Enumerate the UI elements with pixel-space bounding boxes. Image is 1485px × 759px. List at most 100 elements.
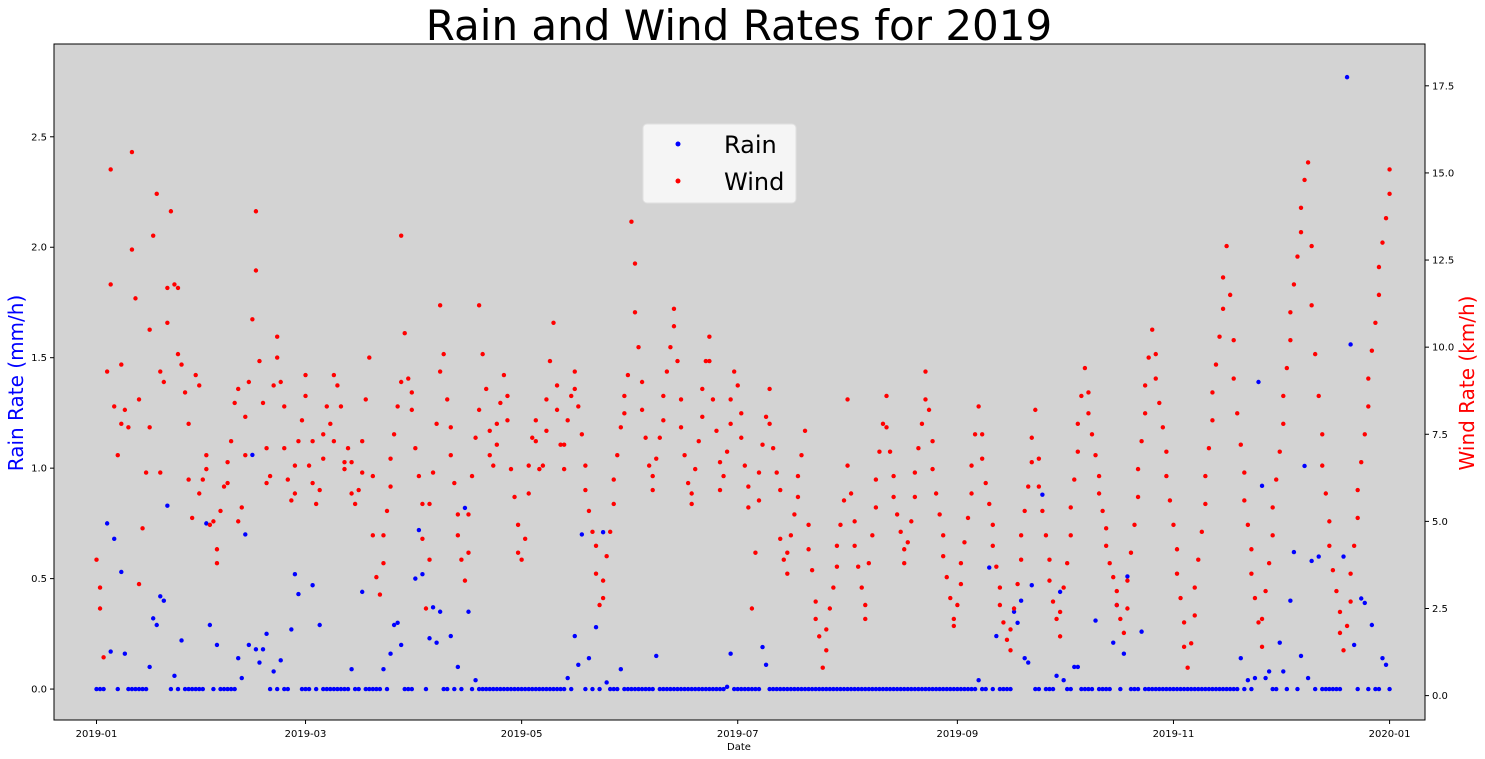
rain-point (554, 686, 560, 692)
rain-point (1373, 686, 1378, 692)
rain-point (342, 686, 347, 692)
rain-point (685, 686, 691, 692)
rain-point (310, 583, 315, 588)
wind-point (487, 452, 492, 458)
y-right-tick-label: 5.0 (1432, 517, 1448, 528)
rain-point (97, 686, 103, 692)
wind-point (108, 282, 113, 287)
wind-point (1008, 627, 1013, 632)
rain-point (969, 686, 974, 692)
rain-point (253, 647, 259, 652)
rain-point (1157, 686, 1162, 692)
wind-point (760, 442, 765, 447)
wind-point (841, 498, 847, 503)
wind-point (1103, 526, 1109, 531)
rain-point (264, 631, 269, 637)
wind-point (572, 369, 577, 374)
wind-point (112, 404, 117, 409)
rain-point (1061, 678, 1066, 683)
wind-point (792, 512, 797, 517)
rain-point (700, 686, 705, 692)
wind-point (1192, 585, 1197, 590)
wind-point (788, 533, 794, 538)
wind-point (1100, 508, 1105, 514)
wind-point (526, 463, 531, 468)
wind-point (1355, 515, 1360, 521)
wind-point (250, 317, 255, 322)
rain-point (452, 686, 457, 692)
wind-point (820, 665, 825, 670)
wind-point (728, 397, 733, 402)
wind-point (1096, 473, 1102, 479)
wind-point (1171, 522, 1176, 528)
wind-point (1373, 320, 1378, 325)
rain-point (271, 669, 276, 674)
wind-point (586, 508, 592, 514)
rain-point (526, 686, 531, 692)
wind-point (1249, 547, 1254, 552)
rain-point (696, 686, 701, 692)
wind-point (232, 400, 237, 406)
rain-point (1355, 686, 1360, 692)
wind-point (398, 233, 404, 238)
wind-point (912, 494, 918, 500)
wind-point (1213, 362, 1219, 367)
wind-point (303, 393, 308, 399)
rain-point (197, 686, 202, 692)
wind-point (342, 466, 347, 472)
wind-point (236, 519, 241, 524)
wind-point (398, 379, 404, 385)
rain-point (260, 647, 266, 652)
wind-point (1284, 365, 1290, 371)
rain-point (607, 686, 613, 692)
wind-point (129, 247, 135, 252)
rain-point (1011, 609, 1017, 614)
rain-point (469, 686, 475, 692)
wind-point (360, 470, 365, 475)
rain-point (158, 594, 163, 599)
wind-point (739, 411, 744, 416)
rain-point (540, 686, 546, 692)
rain-point (820, 686, 825, 692)
wind-point (466, 550, 471, 555)
rain-point (994, 633, 999, 639)
wind-point (778, 487, 783, 493)
wind-point (1327, 543, 1332, 548)
wind-point (544, 397, 549, 402)
rain-point (498, 686, 503, 692)
wind-point (1245, 522, 1251, 528)
wind-point (119, 362, 124, 367)
wind-point (756, 470, 762, 475)
rain-point (916, 686, 921, 692)
wind-point (1259, 644, 1265, 650)
rain-series (94, 74, 1392, 692)
wind-point (1305, 160, 1311, 165)
y-right-tick-label: 17.5 (1432, 81, 1454, 92)
wind-point (1242, 470, 1247, 475)
rain-point (1096, 686, 1102, 692)
rain-point (693, 686, 698, 692)
wind-point (1135, 494, 1141, 500)
rain-point (873, 686, 879, 692)
rain-point (785, 686, 790, 692)
wind-point (916, 446, 921, 451)
rain-point (721, 686, 726, 692)
wind-point (455, 533, 461, 538)
wind-point (1068, 533, 1073, 538)
rain-point (94, 686, 99, 692)
rain-point (1064, 686, 1070, 692)
rain-point (1015, 620, 1020, 625)
rain-point (1256, 379, 1261, 385)
wind-point (561, 442, 567, 447)
rain-point (1281, 669, 1286, 674)
rain-point (689, 686, 694, 692)
wind-point (600, 595, 606, 601)
wind-point (845, 463, 850, 468)
y-right-tick-label: 7.5 (1432, 430, 1448, 441)
rain-point (1266, 669, 1272, 674)
rain-point (505, 686, 510, 692)
y-axis-right-label: Wind Rate (km/h) (1455, 296, 1479, 471)
rain-point (1001, 686, 1006, 692)
rain-point (1387, 686, 1392, 692)
wind-point (700, 386, 705, 392)
